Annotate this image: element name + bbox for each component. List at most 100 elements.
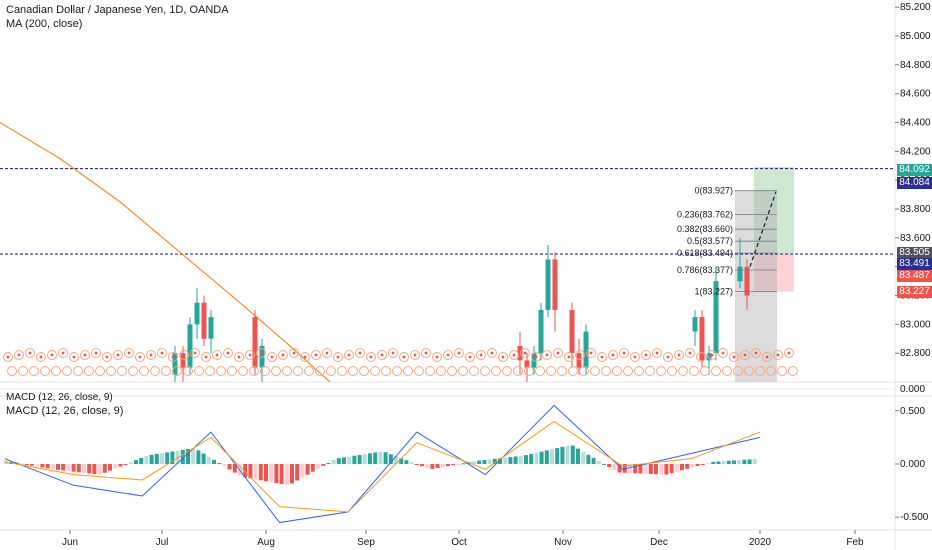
event-marker [234, 352, 244, 362]
price-tag-83-491: 83.491 [897, 258, 932, 270]
event-marker [403, 366, 413, 376]
event-marker-dot [424, 351, 428, 355]
macd-histogram-bar [357, 454, 362, 464]
macd-histogram-bar [186, 449, 190, 464]
macd-legend: MACD (12, 26, close, 9) [6, 405, 124, 417]
event-marker [597, 352, 607, 362]
price-tick-label: 83.600 [900, 233, 931, 244]
macd-histogram-bar [664, 464, 669, 475]
macd-tick-label: 0.500 [900, 406, 925, 417]
candle-body [187, 324, 193, 368]
candle-body [545, 259, 551, 310]
macd-histogram-bar [87, 464, 92, 474]
event-marker [744, 366, 754, 376]
macd-histogram-bar [633, 464, 638, 474]
macd-histogram-bar [269, 464, 274, 483]
candle-body [517, 345, 523, 361]
event-marker [289, 348, 299, 358]
macd-histogram-bar [451, 464, 456, 466]
date-tick-label: Dec [650, 537, 668, 548]
macd-histogram-bar [617, 464, 622, 473]
event-marker-dot [248, 353, 252, 357]
fib-level-label: 0.618(83.494) [677, 248, 733, 258]
event-marker [667, 366, 677, 376]
event-marker [282, 366, 292, 376]
macd-histogram-bar [160, 453, 164, 464]
macd-histogram-bar [550, 449, 554, 464]
event-marker [216, 366, 226, 376]
event-marker [190, 348, 200, 358]
candle-body [531, 353, 537, 368]
price-tick-label: 84.200 [900, 146, 931, 157]
event-marker-dot [622, 351, 626, 355]
macd-histogram-bar [97, 464, 102, 475]
event-marker [227, 366, 237, 376]
macd-histogram-bar [56, 464, 60, 470]
fib-level-label: 0.236(83.762) [677, 209, 733, 219]
event-marker [718, 348, 728, 358]
candle-body [713, 281, 719, 354]
event-marker [498, 352, 508, 362]
macd-histogram-bar [560, 446, 565, 464]
event-marker [696, 352, 706, 362]
candle-body [744, 266, 750, 296]
macd-histogram-bar [154, 453, 159, 464]
fib-level-label: 1(83.227) [694, 287, 733, 297]
price-tick-label: 84.800 [900, 60, 931, 71]
macd-histogram-bar [352, 455, 357, 464]
event-marker [399, 352, 409, 362]
event-marker [150, 366, 160, 376]
macd-histogram-bar [440, 464, 445, 468]
event-marker [436, 366, 446, 376]
event-marker [293, 366, 303, 376]
macd-histogram-bar [524, 455, 528, 464]
event-marker-dot [391, 351, 395, 355]
event-marker-dot [479, 353, 483, 357]
event-marker [663, 352, 673, 362]
macd-histogram-bar [404, 460, 409, 464]
event-marker [711, 366, 721, 376]
event-marker-dot [226, 351, 230, 355]
event-marker [172, 366, 182, 376]
event-marker [590, 366, 600, 376]
date-tick-label: 2020 [749, 537, 772, 548]
event-marker [124, 348, 134, 358]
event-marker-dot [215, 353, 219, 357]
date-tick-label: Jul [156, 537, 169, 548]
date-tick-label: Sep [357, 537, 375, 548]
event-marker [487, 348, 497, 358]
event-marker [623, 366, 633, 376]
event-marker [113, 350, 123, 360]
event-marker [447, 366, 457, 376]
event-marker [7, 366, 17, 376]
macd-histogram-bar [503, 457, 508, 464]
macd-histogram-bar [721, 461, 726, 464]
event-marker [146, 350, 156, 360]
macd-histogram-bar [175, 450, 180, 464]
loss-zone [754, 253, 794, 292]
macd-histogram-bar [399, 458, 404, 464]
event-marker-dot [644, 353, 648, 357]
macd-histogram-bar [477, 460, 482, 464]
event-marker-dot [204, 355, 208, 359]
date-tick-label: Feb [846, 537, 864, 548]
macd-histogram-bar [180, 449, 185, 464]
event-marker [777, 366, 787, 376]
macd-histogram-bar [508, 457, 513, 464]
macd-histogram-bar [61, 464, 66, 471]
event-marker-dot [83, 353, 87, 357]
event-marker [377, 350, 387, 360]
event-marker [630, 352, 640, 362]
price-tick-label: 83.800 [900, 204, 931, 215]
macd-histogram-bar [66, 464, 71, 472]
macd-histogram-bar [50, 464, 55, 470]
macd-histogram-bar [331, 459, 336, 464]
event-marker [62, 366, 72, 376]
macd-histogram-bar [248, 464, 253, 479]
event-marker-dot [556, 351, 560, 355]
event-marker-dot [743, 353, 747, 357]
event-marker-dot [237, 355, 241, 359]
event-marker [40, 366, 50, 376]
event-marker-dot [655, 351, 659, 355]
